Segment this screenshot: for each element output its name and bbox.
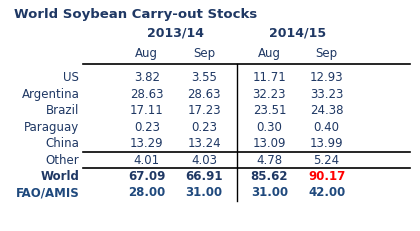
Text: 5.24: 5.24 [314,154,340,167]
Text: 13.29: 13.29 [130,137,163,150]
Text: 12.93: 12.93 [310,71,344,84]
Text: Brazil: Brazil [46,104,79,117]
Text: 11.71: 11.71 [252,71,286,84]
Text: 13.24: 13.24 [187,137,221,150]
Text: Sep: Sep [193,47,215,60]
Text: Aug: Aug [258,47,281,60]
Text: 0.40: 0.40 [314,121,340,134]
Text: 85.62: 85.62 [251,170,288,183]
Text: 4.03: 4.03 [191,154,217,167]
Text: 2013/14: 2013/14 [147,27,204,40]
Text: 28.63: 28.63 [130,88,163,101]
Text: 31.00: 31.00 [185,186,223,199]
Text: US: US [63,71,79,84]
Text: 0.23: 0.23 [191,121,217,134]
Text: Aug: Aug [135,47,158,60]
Text: 4.78: 4.78 [256,154,283,167]
Text: World Soybean Carry-out Stocks: World Soybean Carry-out Stocks [14,8,257,21]
Text: 3.55: 3.55 [191,71,217,84]
Text: FAO/AMIS: FAO/AMIS [16,186,79,199]
Text: World: World [40,170,79,183]
Text: 13.99: 13.99 [310,137,344,150]
Text: 67.09: 67.09 [128,170,165,183]
Text: 13.09: 13.09 [253,137,286,150]
Text: 66.91: 66.91 [185,170,223,183]
Text: 3.82: 3.82 [134,71,160,84]
Text: 90.17: 90.17 [308,170,345,183]
Text: 24.38: 24.38 [310,104,344,117]
Text: Sep: Sep [315,47,338,60]
Text: 31.00: 31.00 [251,186,288,199]
Text: 0.23: 0.23 [134,121,160,134]
Text: 23.51: 23.51 [253,104,286,117]
Text: 33.23: 33.23 [310,88,343,101]
Text: China: China [45,137,79,150]
Text: 2014/15: 2014/15 [270,27,327,40]
Text: 28.00: 28.00 [128,186,165,199]
Text: 28.63: 28.63 [187,88,221,101]
Text: 17.23: 17.23 [187,104,221,117]
Text: 0.30: 0.30 [257,121,282,134]
Text: Argentina: Argentina [21,88,79,101]
Text: Other: Other [45,154,79,167]
Text: Paraguay: Paraguay [24,121,79,134]
Text: 42.00: 42.00 [308,186,345,199]
Text: 4.01: 4.01 [134,154,160,167]
Text: 17.11: 17.11 [130,104,164,117]
Text: 32.23: 32.23 [253,88,286,101]
